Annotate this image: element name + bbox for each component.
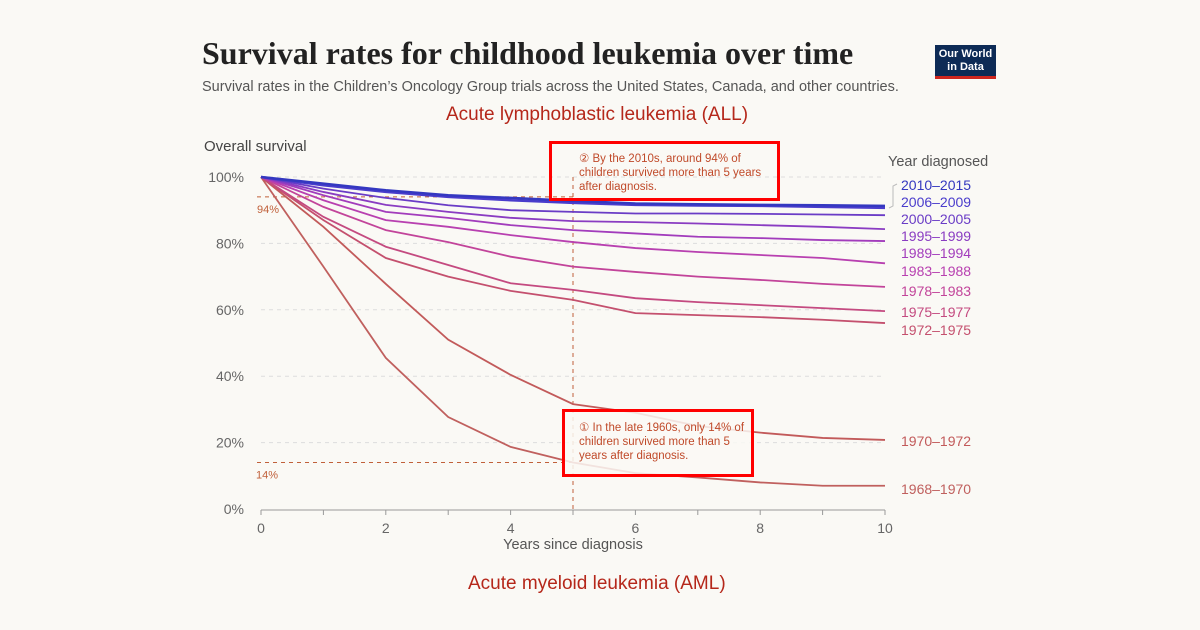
y-tick-label: 80% — [216, 235, 244, 251]
chart-subtitle: Survival rates in the Children’s Oncolog… — [202, 79, 899, 95]
series-label: 1968–1970 — [901, 481, 971, 497]
x-tick-label: 8 — [756, 520, 764, 536]
chart-title: Survival rates for childhood leukemia ov… — [202, 35, 854, 71]
y-tick-label: 0% — [224, 501, 244, 517]
owid-logo[interactable]: Our World in Data — [935, 45, 996, 79]
series-line-1989–1994 — [260, 176, 886, 242]
series-line-1983–1988 — [260, 176, 886, 265]
x-tick-label: 4 — [507, 520, 515, 536]
series-line-1970–1972 — [260, 176, 886, 441]
series-label: 1970–1972 — [901, 433, 971, 449]
reference-label-94: 94% — [257, 204, 279, 216]
y-tick-label: 20% — [216, 435, 244, 451]
series-label: 2000–2005 — [901, 211, 971, 227]
x-tick-label: 0 — [257, 520, 265, 536]
x-axis-label: Years since diagnosis — [503, 537, 643, 553]
series-label: 1975–1977 — [901, 304, 971, 320]
series-label: 2006–2009 — [901, 194, 971, 210]
series-label: 1989–1994 — [901, 245, 971, 261]
series-line-1975–1977 — [260, 176, 886, 313]
y-tick-label: 100% — [208, 169, 244, 185]
y-tick-label: 40% — [216, 368, 244, 384]
reference-label-14: 14% — [256, 470, 278, 482]
legend-title: Year diagnosed — [888, 154, 988, 170]
annotation-2010s: ② By the 2010s, around 94% of children s… — [549, 141, 780, 201]
series-line-2000–2005 — [260, 176, 886, 217]
series-label: 1978–1983 — [901, 283, 971, 299]
x-tick-label: 2 — [382, 520, 390, 536]
legend-bracket — [888, 183, 898, 209]
x-tick-label: 6 — [632, 520, 640, 536]
series-label: 2010–2015 — [901, 177, 971, 193]
x-tick-label: 10 — [877, 520, 893, 536]
section-title-all: Acute lymphoblastic leukemia (ALL) — [446, 104, 749, 125]
series-line-1978–1983 — [260, 176, 886, 288]
section-title-aml: Acute myeloid leukemia (AML) — [468, 573, 726, 594]
series-label: 1995–1999 — [901, 228, 971, 244]
y-axis-label: Overall survival — [204, 138, 307, 155]
annotation-1960s: ① In the late 1960s, only 14% of childre… — [562, 409, 754, 477]
y-tick-label: 60% — [216, 302, 244, 318]
series-line-1995–1999 — [260, 176, 886, 231]
series-line-1972–1975 — [260, 176, 886, 324]
series-label: 1972–1975 — [901, 322, 971, 338]
series-label: 1983–1988 — [901, 263, 971, 279]
